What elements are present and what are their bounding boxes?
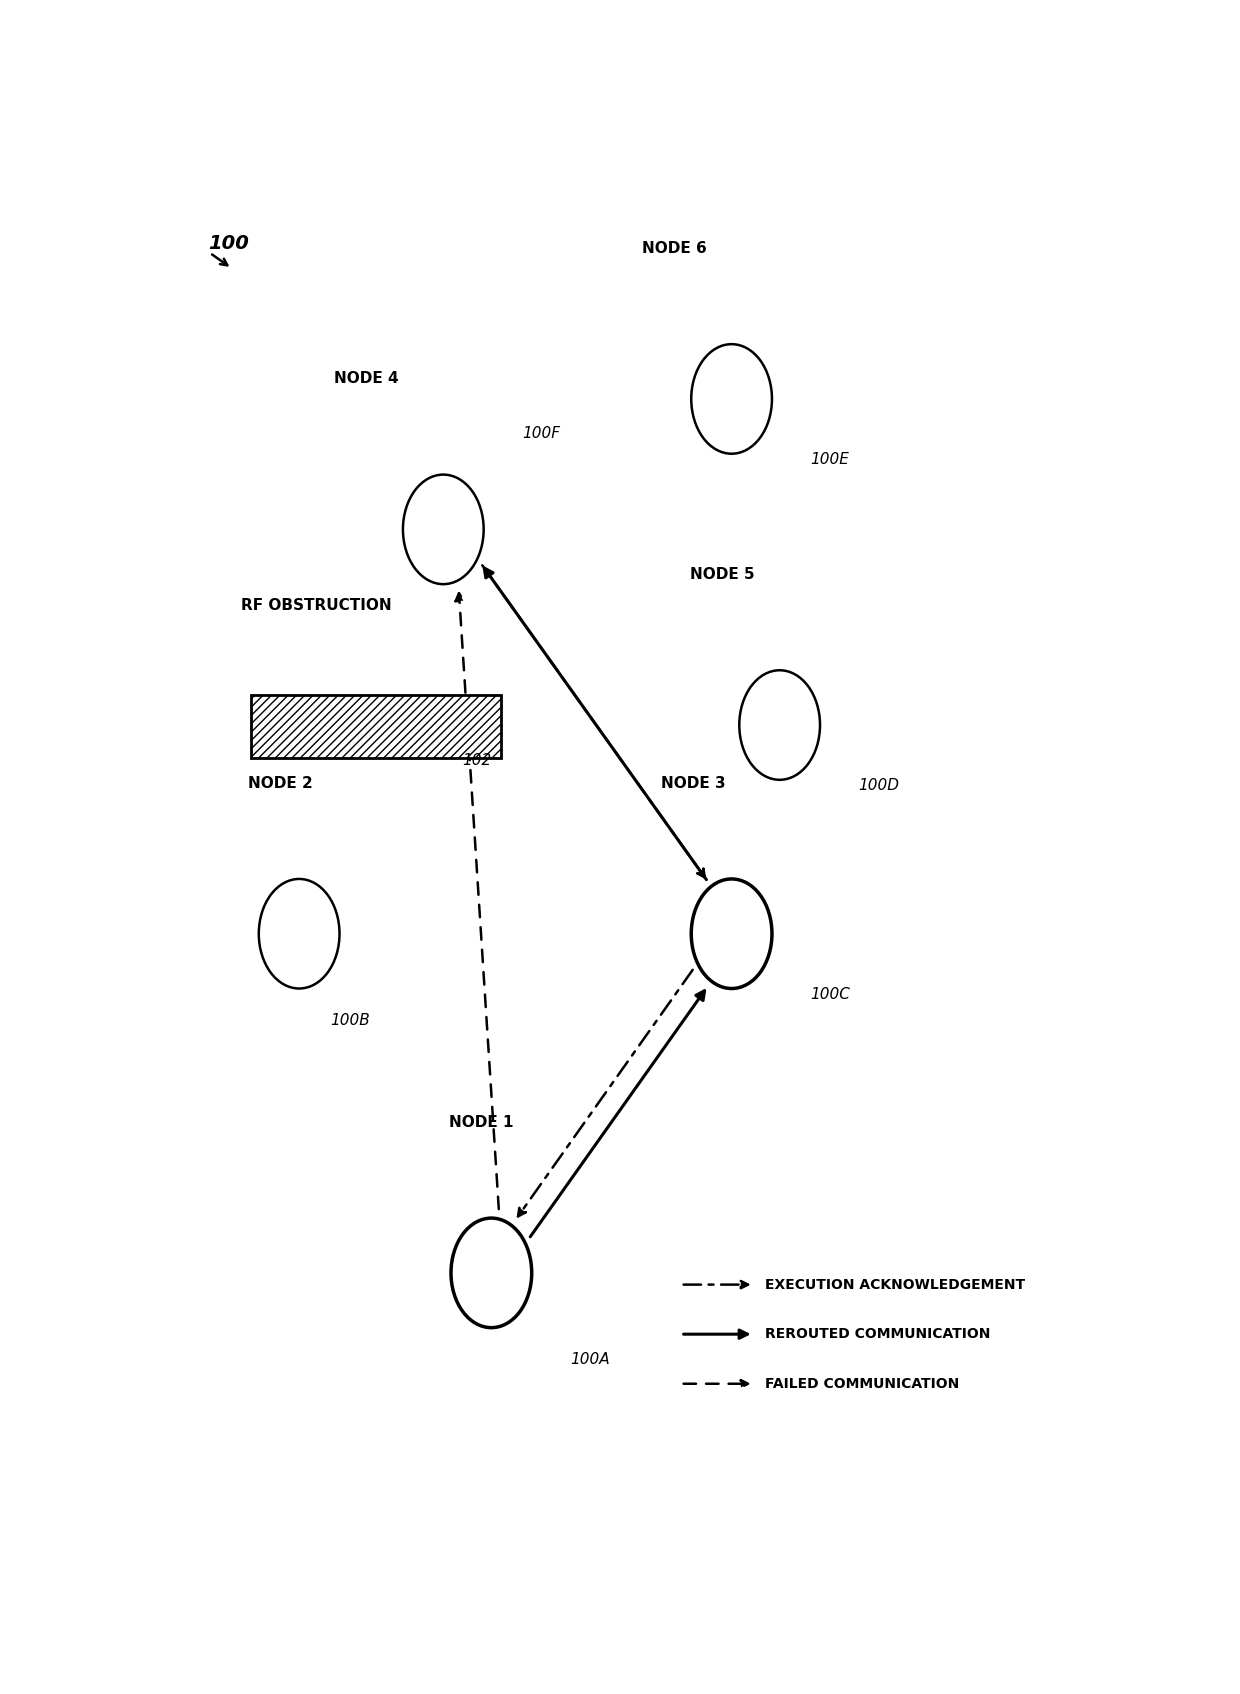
Text: NODE 4: NODE 4: [334, 371, 399, 386]
Text: 100A: 100A: [570, 1352, 610, 1367]
Text: 100B: 100B: [330, 1013, 370, 1028]
Text: 100D: 100D: [858, 778, 899, 793]
Circle shape: [739, 671, 820, 779]
Text: NODE 6: NODE 6: [641, 241, 707, 256]
Text: NODE 3: NODE 3: [661, 776, 725, 791]
Text: 102: 102: [463, 754, 492, 769]
Text: REROUTED COMMUNICATION: REROUTED COMMUNICATION: [765, 1326, 991, 1342]
Text: NODE 1: NODE 1: [449, 1115, 515, 1130]
Text: 100F: 100F: [522, 427, 560, 440]
Text: 100C: 100C: [811, 988, 851, 1001]
Text: NODE 5: NODE 5: [689, 567, 754, 583]
Circle shape: [691, 879, 773, 989]
Bar: [250, 695, 501, 757]
Text: NODE 2: NODE 2: [248, 776, 312, 791]
Text: EXECUTION ACKNOWLEDGEMENT: EXECUTION ACKNOWLEDGEMENT: [765, 1277, 1025, 1291]
Circle shape: [259, 879, 340, 989]
Circle shape: [691, 344, 773, 454]
Text: FAILED COMMUNICATION: FAILED COMMUNICATION: [765, 1377, 960, 1391]
Text: 100E: 100E: [811, 452, 849, 468]
Text: 100: 100: [208, 234, 249, 252]
Circle shape: [403, 474, 484, 584]
Text: RF OBSTRUCTION: RF OBSTRUCTION: [242, 598, 392, 613]
Circle shape: [451, 1218, 532, 1328]
